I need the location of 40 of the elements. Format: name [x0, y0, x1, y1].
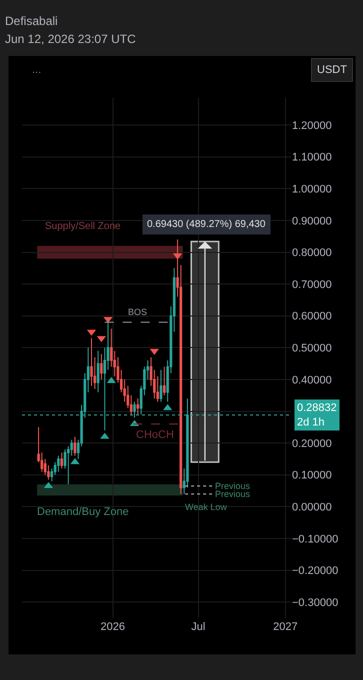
chart-subtitle: Jun 12, 2026 23:07 UTC [5, 32, 136, 46]
y-tick-label: 0.80000 [292, 247, 332, 260]
y-tick-label: 0.60000 [292, 310, 332, 323]
y-tick-label: 1.00000 [292, 183, 332, 196]
ref-line-label: BOS [128, 307, 148, 317]
x-tick-label: 2027 [273, 621, 298, 633]
y-tick-label: 1.20000 [292, 120, 332, 132]
chart-title: Defisabali [5, 14, 58, 28]
ref-line-label: Previous [215, 481, 251, 491]
x-tick-label: Jul [191, 621, 206, 633]
ref-line-label: CHoCH [136, 429, 174, 441]
candlestick [136, 398, 140, 415]
text: ... [32, 64, 42, 76]
candlestick [74, 436, 76, 456]
y-tick-label: 0.50000 [292, 342, 332, 355]
candlestick [162, 366, 166, 396]
y-tick-label: 0.10000 [292, 470, 332, 482]
x-tick-label: 2026 [100, 621, 126, 633]
y-tick-label: 0.40000 [292, 374, 332, 386]
y-tick-label: 0.90000 [292, 215, 332, 228]
text: USDT [317, 64, 348, 76]
ref-line-label: 0.28832 2d 1h [297, 402, 337, 428]
candlestick [57, 455, 60, 472]
candlestick [96, 350, 100, 393]
band-label: Demand/Buy Zone [37, 506, 129, 518]
y-tick-label: −0.30000 [292, 596, 338, 609]
annotation: Weak Low [185, 502, 228, 512]
band-label: 0.69430 (489.27%) 69,430 [147, 219, 266, 230]
band-label: Supply/Sell Zone [45, 221, 122, 232]
candlestick [60, 452, 64, 470]
candlestick [160, 369, 162, 402]
y-tick-label: 0.00000 [292, 502, 332, 514]
y-tick-label: 0.70000 [292, 278, 332, 291]
y-tick-label: 1.10000 [292, 152, 332, 164]
candlestick [90, 338, 93, 386]
candlestick [100, 354, 103, 380]
ref-line-label: Previous [215, 489, 251, 499]
y-tick-label: 0.20000 [292, 438, 332, 450]
y-tick-label: −0.20000 [292, 565, 338, 578]
y-tick-label: −0.10000 [292, 533, 338, 546]
